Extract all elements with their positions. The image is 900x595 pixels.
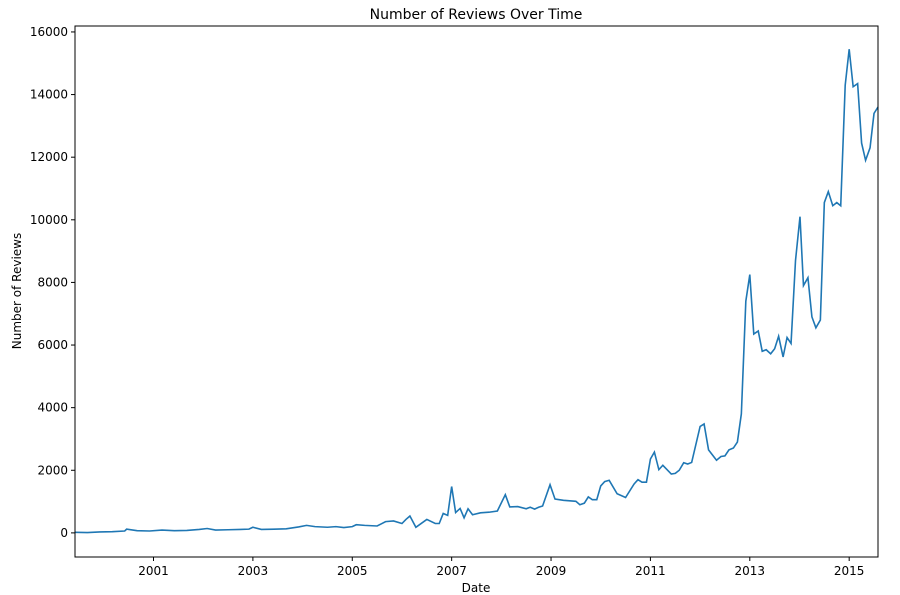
plot-area: 0 2000 4000 6000 8000 10000 12000 14000 16000 200…: [30, 25, 879, 578]
x-tick-label: 2011: [635, 564, 666, 578]
chart-title: Number of Reviews Over Time: [370, 7, 583, 23]
y-tick-label: 6000: [37, 338, 68, 352]
x-tick-label: 2009: [536, 564, 567, 578]
x-tick-label: 2007: [436, 564, 467, 578]
x-tick-label: 2003: [238, 564, 269, 578]
y-tick-label: 4000: [37, 401, 68, 415]
y-tick-label: 10000: [30, 213, 68, 227]
x-axis-label: Date: [462, 581, 491, 595]
y-tick-label: 16000: [30, 25, 68, 39]
y-tick-label: 12000: [30, 150, 68, 164]
plot-frame: [74, 25, 879, 558]
x-tick-label: 2013: [735, 564, 766, 578]
y-tick-label: 14000: [30, 88, 68, 102]
y-tick-label: 8000: [37, 275, 68, 289]
series-line: [74, 49, 879, 534]
y-axis-label: Number of Reviews: [10, 233, 24, 349]
y-tick-label: 0: [60, 526, 68, 540]
x-tick-label: 2015: [834, 564, 865, 578]
x-tick-label: 2001: [138, 564, 169, 578]
x-tick-label: 2005: [337, 564, 368, 578]
y-tick-label: 2000: [37, 463, 68, 477]
